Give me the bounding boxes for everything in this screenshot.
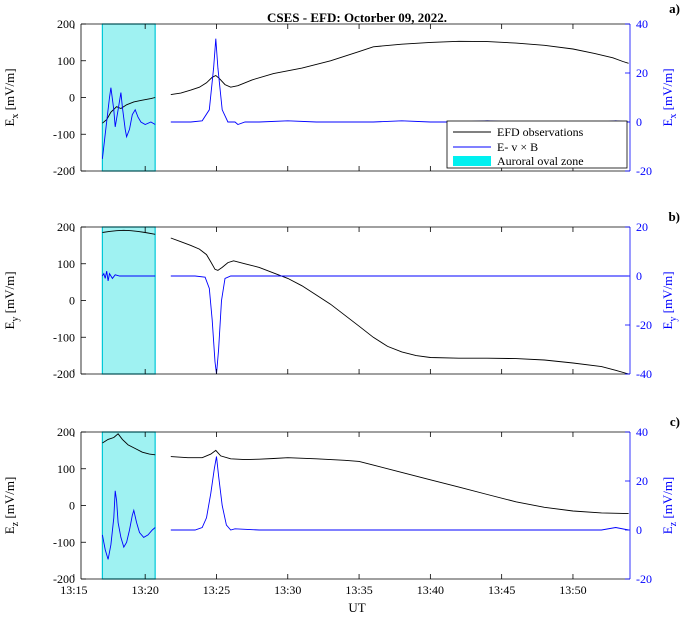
- right-y-tick-label: 20: [636, 220, 648, 234]
- right-y-tick-label: 40: [636, 17, 648, 31]
- model-line-seg2: [170, 38, 629, 126]
- model-line-seg2: [170, 456, 629, 531]
- right-y-axis-label: Ey [mV/m]: [660, 271, 679, 329]
- observation-line-seg2: [170, 40, 629, 96]
- left-y-tick-label: 100: [57, 462, 75, 476]
- legend-swatch-oval: [453, 156, 491, 166]
- left-y-tick-label: 200: [57, 17, 75, 31]
- auroral-oval-shade: [101, 226, 156, 375]
- left-y-axis-label: Ez [mV/m]: [2, 477, 21, 535]
- legend-entry-label: Auroral oval zone: [497, 154, 584, 168]
- model-line-seg1: [102, 271, 156, 281]
- auroral-oval-shade: [101, 431, 156, 580]
- right-y-tick-label: -20: [636, 318, 652, 332]
- left-y-tick-label: -200: [53, 572, 75, 586]
- right-y-axis-label: Ez [mV/m]: [660, 477, 679, 535]
- x-tick-label: 13:45: [488, 583, 515, 597]
- right-y-tick-label: -20: [636, 164, 652, 178]
- x-tick-label: 13:20: [131, 583, 158, 597]
- left-y-tick-label: -100: [53, 535, 75, 549]
- figure-title: CSES - EFD: Octorber 09, 2022.: [267, 10, 447, 25]
- x-tick-label: 13:15: [60, 583, 87, 597]
- left-y-tick-label: -200: [53, 367, 75, 381]
- right-y-tick-label: -40: [636, 367, 652, 381]
- left-y-tick-label: -200: [53, 164, 75, 178]
- left-y-tick-label: -100: [53, 127, 75, 141]
- x-tick-label: 13:25: [203, 583, 230, 597]
- left-y-tick-label: 200: [57, 425, 75, 439]
- x-tick-label: 13:35: [345, 583, 372, 597]
- left-y-axis-label: Ey [mV/m]: [2, 271, 21, 329]
- panel-label: b): [668, 209, 680, 224]
- observation-line-seg1: [102, 433, 156, 456]
- right-y-tick-label: 0: [636, 115, 642, 129]
- left-y-tick-label: 0: [69, 294, 75, 308]
- model-line-seg2: [170, 275, 629, 375]
- model-line-seg1: [101, 87, 156, 159]
- left-y-tick-label: 0: [69, 499, 75, 513]
- panel-3: 13:15 13:20 13:25 13:30 13:35 13:40 13:45 13:50…: [2, 414, 680, 597]
- left-y-tick-label: 0: [69, 91, 75, 105]
- observation-line-seg1: [102, 97, 156, 124]
- right-y-tick-label: 0: [636, 269, 642, 283]
- left-y-tick-label: 100: [57, 54, 75, 68]
- right-y-tick-label: 20: [636, 474, 648, 488]
- legend-entry-label: E- v × B: [497, 140, 538, 154]
- observation-line-seg1: [102, 229, 156, 235]
- legend-entry-label: EFD observations: [497, 125, 584, 139]
- panel-label: a): [669, 1, 680, 16]
- left-y-tick-label: -100: [53, 330, 75, 344]
- x-axis-label: UT: [348, 600, 365, 615]
- x-tick-label: 13:30: [274, 583, 301, 597]
- x-tick-label: 13:40: [417, 583, 444, 597]
- right-y-axis-label: Ex [mV/m]: [660, 68, 679, 126]
- left-y-tick-label: 200: [57, 220, 75, 234]
- auroral-oval-shade: [101, 23, 156, 172]
- x-tick-label: 13:50: [559, 583, 586, 597]
- right-y-tick-label: -20: [636, 572, 652, 586]
- model-line-seg1: [101, 490, 156, 560]
- panel-label: c): [670, 414, 680, 429]
- left-y-tick-label: 100: [57, 257, 75, 271]
- observation-line-seg2: [170, 449, 629, 515]
- right-y-tick-label: 40: [636, 425, 648, 439]
- right-y-tick-label: 20: [636, 66, 648, 80]
- observation-line-seg2: [170, 237, 629, 375]
- right-y-tick-label: 0: [636, 523, 642, 537]
- left-y-axis-label: Ex [mV/m]: [2, 68, 21, 126]
